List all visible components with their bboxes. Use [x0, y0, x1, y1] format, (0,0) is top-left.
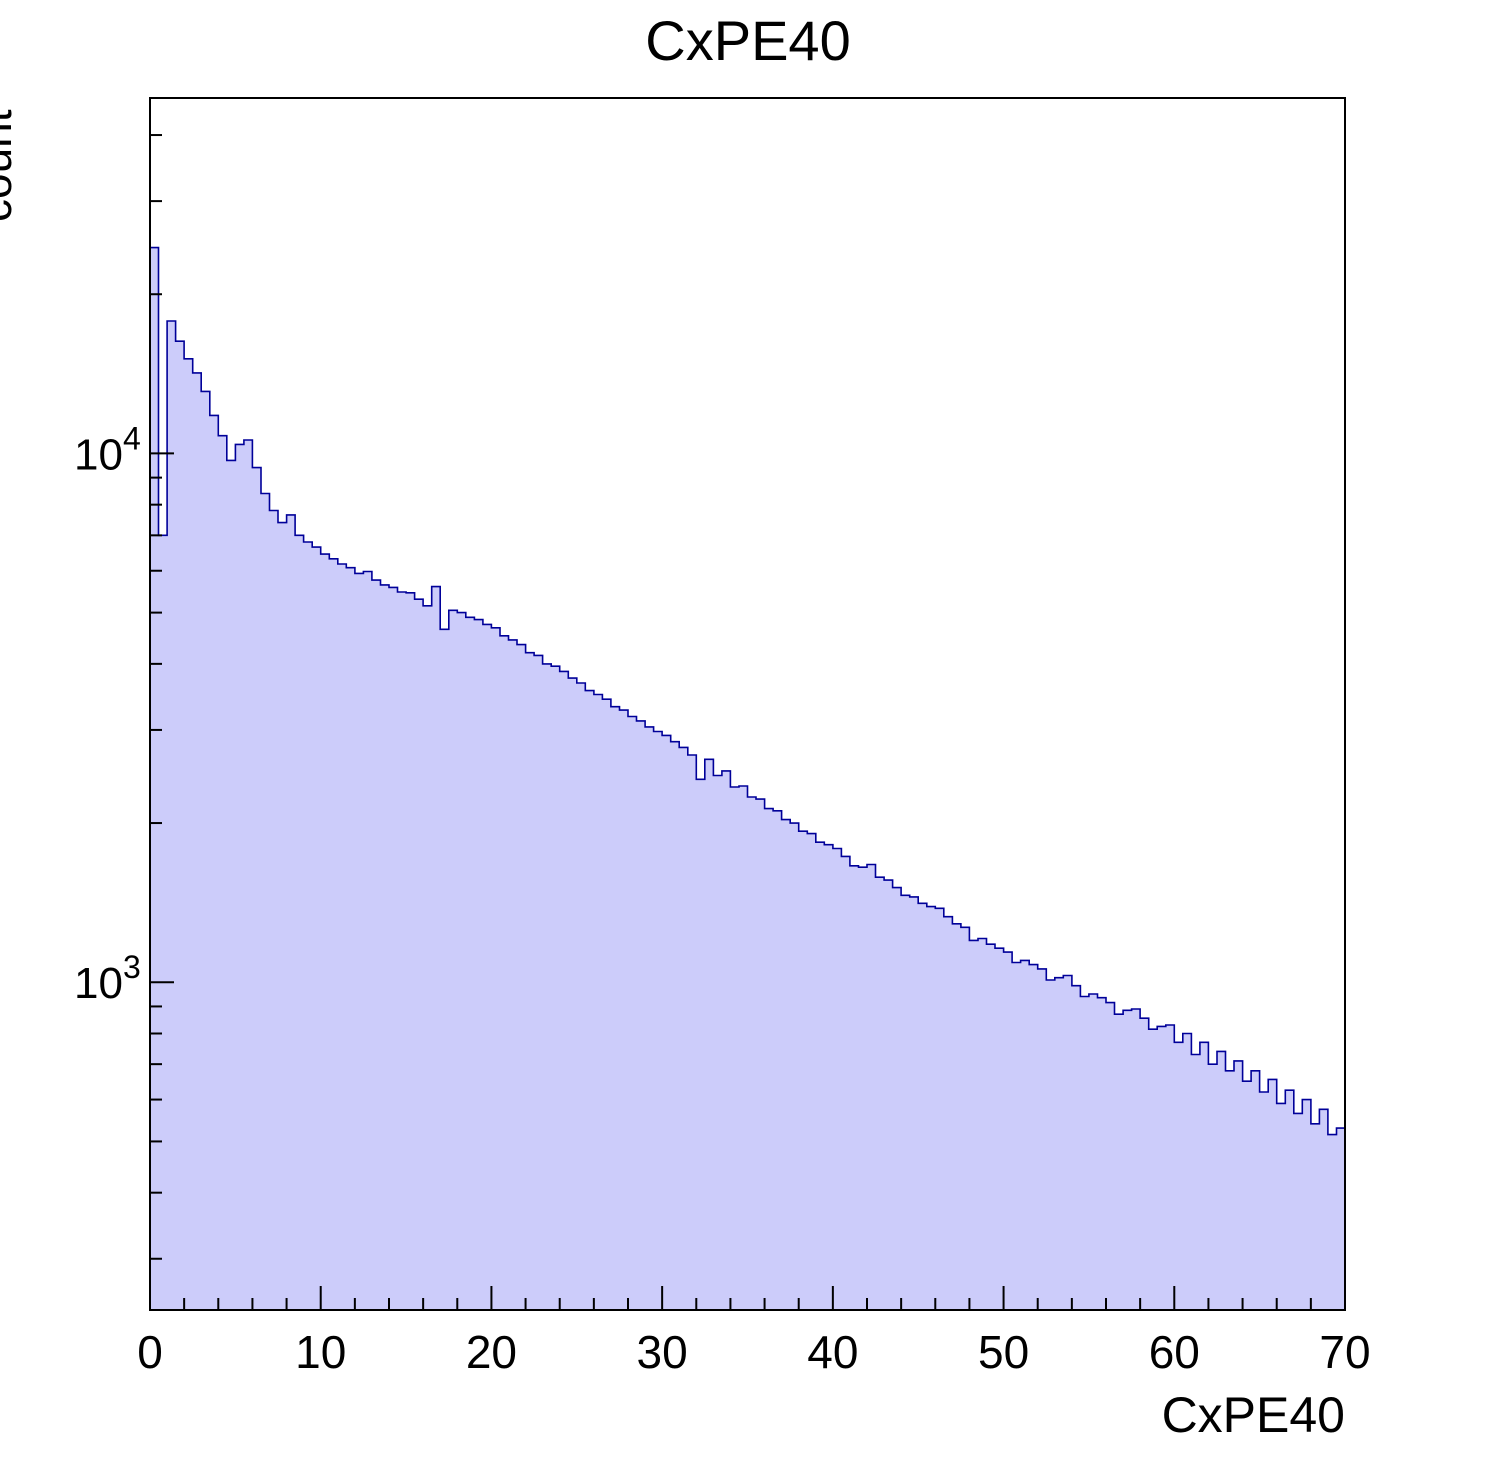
x-tick-label: 50 — [978, 1326, 1029, 1378]
x-tick-label: 10 — [295, 1326, 346, 1378]
x-tick-label: 0 — [137, 1326, 163, 1378]
x-tick-label: 30 — [637, 1326, 688, 1378]
plot-frame — [149, 97, 1346, 1311]
y-tick-label: 103 — [74, 949, 141, 1008]
x-tick-label: 20 — [466, 1326, 517, 1378]
histogram-outline — [149, 246, 1346, 1310]
x-tick-label: 60 — [1149, 1326, 1200, 1378]
x-tick-label: 40 — [807, 1326, 858, 1378]
histogram-fill — [150, 247, 1345, 1311]
y-tick-label: 104 — [74, 420, 141, 479]
chart-title: CxPE40 — [645, 9, 851, 72]
x-axis-label: CxPE40 — [1161, 1387, 1345, 1443]
x-tick-label: 70 — [1319, 1326, 1370, 1378]
